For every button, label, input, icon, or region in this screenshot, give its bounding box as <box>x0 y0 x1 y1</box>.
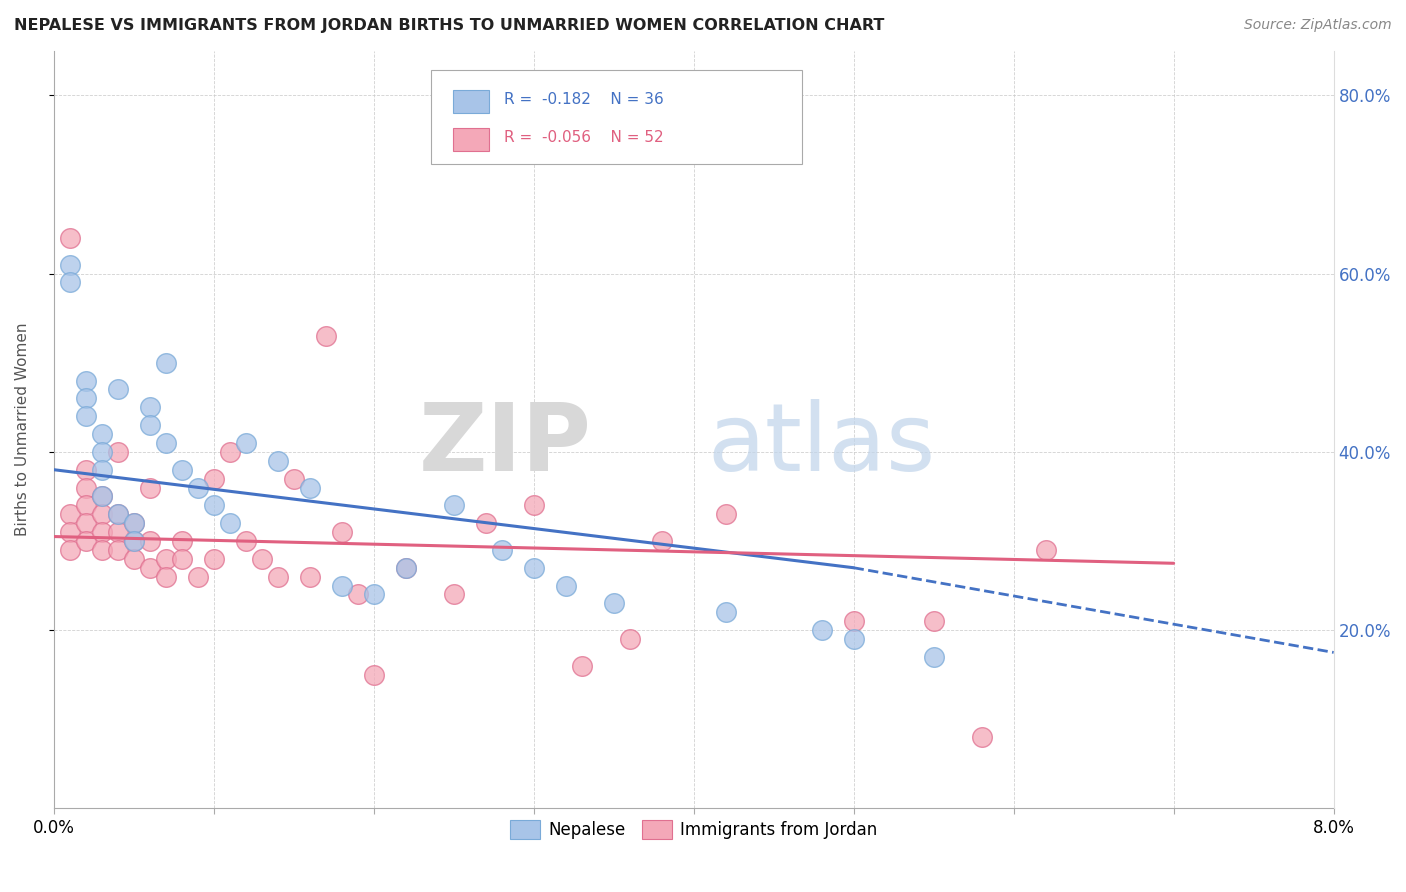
Point <box>75 516 97 531</box>
Point <box>75 463 97 477</box>
Point <box>363 587 385 601</box>
Point <box>394 560 416 574</box>
Point <box>75 374 97 388</box>
Point <box>59 525 82 540</box>
Point <box>315 329 337 343</box>
Point <box>922 614 945 628</box>
Point <box>298 481 321 495</box>
Point <box>75 409 97 424</box>
Point <box>107 445 129 459</box>
Legend: Nepalese, Immigrants from Jordan: Nepalese, Immigrants from Jordan <box>503 813 884 846</box>
Point <box>138 401 160 415</box>
Point <box>59 258 82 272</box>
Point <box>187 481 209 495</box>
Point <box>970 730 993 744</box>
Point <box>1035 542 1057 557</box>
Point <box>202 551 225 566</box>
Point <box>187 569 209 583</box>
Point <box>75 392 97 406</box>
Point <box>523 499 546 513</box>
Bar <box>453 90 489 112</box>
Point <box>235 533 257 548</box>
Point <box>59 542 82 557</box>
Point <box>202 472 225 486</box>
Point <box>619 632 641 646</box>
Point <box>138 481 160 495</box>
Point <box>491 542 513 557</box>
Point <box>138 418 160 433</box>
Point <box>346 587 368 601</box>
Point <box>90 490 112 504</box>
Point <box>90 445 112 459</box>
Point <box>90 490 112 504</box>
Point <box>75 533 97 548</box>
Point <box>59 508 82 522</box>
Point <box>138 533 160 548</box>
Point <box>443 499 465 513</box>
FancyBboxPatch shape <box>432 70 803 164</box>
Point <box>107 508 129 522</box>
Point <box>138 560 160 574</box>
Point <box>922 649 945 664</box>
Point <box>571 658 593 673</box>
Point <box>90 542 112 557</box>
Point <box>90 427 112 442</box>
Point <box>218 516 240 531</box>
Point <box>250 551 273 566</box>
Text: Source: ZipAtlas.com: Source: ZipAtlas.com <box>1244 18 1392 32</box>
Text: ZIP: ZIP <box>419 399 591 491</box>
Point <box>266 569 288 583</box>
Point <box>155 569 177 583</box>
Point <box>651 533 673 548</box>
Point <box>363 667 385 681</box>
Point <box>75 481 97 495</box>
Point <box>155 356 177 370</box>
Point <box>202 499 225 513</box>
Point <box>235 436 257 450</box>
Point <box>810 623 832 637</box>
Point <box>122 533 145 548</box>
Point <box>218 445 240 459</box>
Point <box>90 508 112 522</box>
Point <box>842 614 865 628</box>
Point <box>170 463 193 477</box>
Text: R =  -0.056    N = 52: R = -0.056 N = 52 <box>505 130 664 145</box>
Point <box>474 516 496 531</box>
Point <box>122 516 145 531</box>
Text: NEPALESE VS IMMIGRANTS FROM JORDAN BIRTHS TO UNMARRIED WOMEN CORRELATION CHART: NEPALESE VS IMMIGRANTS FROM JORDAN BIRTH… <box>14 18 884 33</box>
Point <box>155 436 177 450</box>
Point <box>266 454 288 468</box>
Point <box>90 525 112 540</box>
Point <box>122 516 145 531</box>
Point <box>90 463 112 477</box>
Text: R =  -0.182    N = 36: R = -0.182 N = 36 <box>505 93 664 107</box>
Point <box>122 551 145 566</box>
Point <box>714 508 737 522</box>
Point <box>107 525 129 540</box>
Point <box>107 542 129 557</box>
Point <box>842 632 865 646</box>
Point <box>170 533 193 548</box>
Point <box>107 383 129 397</box>
Point <box>75 499 97 513</box>
Point <box>283 472 305 486</box>
Point <box>330 578 353 592</box>
Bar <box>453 128 489 151</box>
Point <box>122 533 145 548</box>
Y-axis label: Births to Unmarried Women: Births to Unmarried Women <box>15 323 30 536</box>
Point <box>443 587 465 601</box>
Point <box>107 508 129 522</box>
Text: atlas: atlas <box>707 399 936 491</box>
Point <box>330 525 353 540</box>
Point <box>714 605 737 619</box>
Point <box>59 231 82 245</box>
Point <box>170 551 193 566</box>
Point <box>155 551 177 566</box>
Point <box>602 596 624 610</box>
Point <box>59 276 82 290</box>
Point <box>554 578 576 592</box>
Point <box>298 569 321 583</box>
Point <box>523 560 546 574</box>
Point <box>394 560 416 574</box>
